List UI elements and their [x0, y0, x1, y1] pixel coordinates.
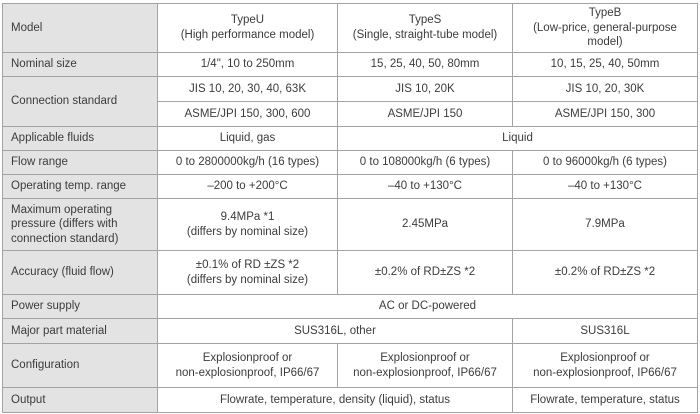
row-connection-standard-jis: Connection standard JIS 10, 20, 30, 40, …: [2, 76, 698, 128]
cell-accuracy-typeu: ±0.1% of RD ±ZS *2 (differs by nominal s…: [157, 250, 338, 296]
row-flow-range: Flow range 0 to 2800000kg/h (16 types) 0…: [2, 150, 698, 176]
cell-accuracy-types: ±0.2% of RD±ZS *2: [337, 250, 513, 296]
row-header-connection-standard: Connection standard: [2, 76, 158, 128]
cell-material-typeb: SUS316L: [512, 318, 698, 345]
cell-nominal-size-typeb: 10, 15, 25, 40, 50mm: [512, 52, 698, 78]
row-output: Output Flowrate, temperature, density (l…: [2, 387, 698, 414]
row-nominal-size: Nominal size 1/4", 10 to 250mm 15, 25, 4…: [2, 52, 698, 78]
row-header-model: Model: [2, 2, 158, 54]
cell-configuration-types: Explosionproof or non-explosionproof, IP…: [337, 343, 513, 389]
cell-fluids-types-typeb: Liquid: [337, 126, 698, 152]
row-connection-standard-asme: ASME/JPI 150, 300, 600 ASME/JPI 150 ASME…: [3, 101, 698, 128]
row-operating-temp-range: Operating temp. range –200 to +200°C –40…: [2, 174, 698, 200]
cell-model-typeb: TypeB (Low-price, general-purpose model): [512, 2, 698, 54]
row-header-output: Output: [2, 387, 158, 414]
cell-connection-asme-typeb: ASME/JPI 150, 300: [512, 101, 698, 128]
cell-temp-range-types: –40 to +130°C: [337, 174, 513, 200]
cell-power-supply-all: AC or DC-powered: [157, 294, 698, 320]
row-header-major-part-material: Major part material: [2, 318, 158, 345]
row-header-flow-range: Flow range: [2, 150, 158, 176]
cell-connection-jis-typeu: JIS 10, 20, 30, 40, 63K: [157, 76, 338, 103]
cell-configuration-typeu: Explosionproof or non-explosionproof, IP…: [157, 343, 338, 389]
cell-flow-range-typeu: 0 to 2800000kg/h (16 types): [157, 150, 338, 176]
cell-max-pressure-typeb: 7.9MPa: [512, 198, 698, 252]
row-header-operating-temp-range: Operating temp. range: [2, 174, 158, 200]
cell-nominal-size-typeu: 1/4", 10 to 250mm: [157, 52, 338, 78]
cell-material-typeu-types: SUS316L, other: [157, 318, 513, 345]
cell-model-types: TypeS (Single, straight-tube model): [337, 2, 513, 54]
cell-connection-asme-types: ASME/JPI 150: [337, 101, 513, 128]
cell-configuration-typeb: Explosionproof or non-explosionproof, IP…: [512, 343, 698, 389]
row-header-applicable-fluids: Applicable fluids: [2, 126, 158, 152]
row-header-nominal-size: Nominal size: [2, 52, 158, 78]
row-model: Model TypeU (High performance model) Typ…: [2, 2, 698, 54]
row-max-operating-pressure: Maximum operating pressure (differs with…: [2, 198, 698, 252]
row-major-part-material: Major part material SUS316L, other SUS31…: [2, 318, 698, 345]
row-header-configuration: Configuration: [2, 343, 158, 389]
cell-connection-asme-typeu: ASME/JPI 150, 300, 600: [157, 101, 338, 128]
cell-connection-jis-types: JIS 10, 20K: [337, 76, 513, 103]
cell-accuracy-typeb: ±0.2% of RD±ZS *2: [512, 250, 698, 296]
cell-connection-jis-typeb: JIS 10, 20, 30K: [512, 76, 698, 103]
row-header-accuracy: Accuracy (fluid flow): [2, 250, 158, 296]
cell-temp-range-typeb: –40 to +130°C: [512, 174, 698, 200]
cell-flow-range-typeb: 0 to 96000kg/h (6 types): [512, 150, 698, 176]
cell-fluids-typeu: Liquid, gas: [157, 126, 338, 152]
row-configuration: Configuration Explosionproof or non-expl…: [2, 343, 698, 389]
cell-flow-range-types: 0 to 108000kg/h (6 types): [337, 150, 513, 176]
row-applicable-fluids: Applicable fluids Liquid, gas Liquid: [2, 126, 698, 152]
cell-output-typeu-types: Flowrate, temperature, density (liquid),…: [157, 387, 513, 414]
row-header-max-operating-pressure: Maximum operating pressure (differs with…: [2, 198, 158, 252]
row-header-power-supply: Power supply: [2, 294, 158, 320]
cell-output-typeb: Flowrate, temperature, status: [512, 387, 698, 414]
cell-max-pressure-types: 2.45MPa: [337, 198, 513, 252]
cell-temp-range-typeu: –200 to +200°C: [157, 174, 338, 200]
cell-nominal-size-types: 15, 25, 40, 50, 80mm: [337, 52, 513, 78]
row-power-supply: Power supply AC or DC-powered: [2, 294, 698, 320]
cell-max-pressure-typeu: 9.4MPa *1 (differs by nominal size): [157, 198, 338, 252]
cell-model-typeu: TypeU (High performance model): [157, 2, 338, 54]
row-accuracy: Accuracy (fluid flow) ±0.1% of RD ±ZS *2…: [2, 250, 698, 296]
